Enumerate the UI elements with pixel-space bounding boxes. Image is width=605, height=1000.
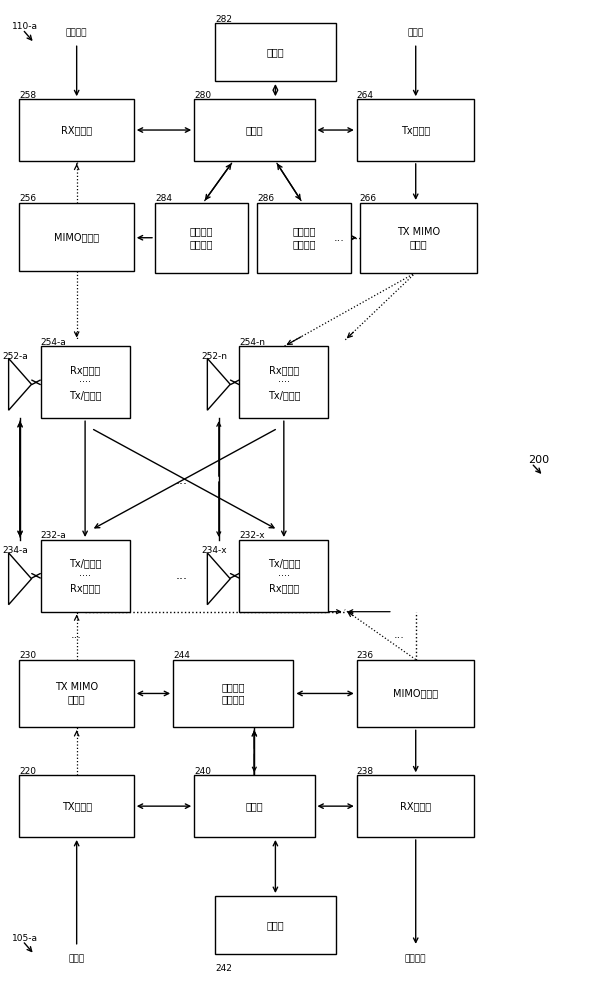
Text: 232-a: 232-a	[41, 531, 67, 540]
FancyBboxPatch shape	[19, 660, 134, 727]
Text: 存储器: 存储器	[267, 920, 284, 930]
Text: RX处理器: RX处理器	[400, 801, 431, 811]
FancyBboxPatch shape	[19, 203, 134, 271]
Text: ...: ...	[393, 630, 404, 640]
Text: ...: ...	[176, 569, 188, 582]
Text: 220: 220	[19, 767, 36, 776]
Text: ...: ...	[71, 630, 82, 640]
Text: 处理器: 处理器	[246, 801, 263, 811]
FancyBboxPatch shape	[194, 775, 315, 837]
Text: 230: 230	[19, 651, 36, 660]
Text: 110-a: 110-a	[12, 22, 38, 31]
Text: 数据源: 数据源	[408, 29, 424, 38]
Text: 功率余量
确定模块: 功率余量 确定模块	[221, 682, 245, 705]
Text: 242: 242	[215, 964, 232, 973]
FancyBboxPatch shape	[41, 346, 129, 418]
Text: 232-x: 232-x	[239, 531, 265, 540]
Text: 282: 282	[215, 15, 232, 24]
Text: 258: 258	[19, 91, 36, 100]
Text: 286: 286	[257, 194, 275, 203]
FancyBboxPatch shape	[239, 346, 329, 418]
Text: 数据源: 数据源	[68, 954, 85, 963]
Text: ...: ...	[334, 233, 345, 243]
FancyBboxPatch shape	[173, 660, 293, 727]
FancyBboxPatch shape	[41, 540, 129, 612]
FancyBboxPatch shape	[19, 775, 134, 837]
Text: 254-n: 254-n	[239, 338, 265, 347]
FancyBboxPatch shape	[357, 660, 474, 727]
FancyBboxPatch shape	[215, 23, 336, 81]
Text: 功率余量
报告模块: 功率余量 报告模块	[292, 227, 316, 249]
Text: 功率余量
计算模块: 功率余量 计算模块	[190, 227, 214, 249]
Text: 236: 236	[357, 651, 374, 660]
Text: TX MIMO
处理器: TX MIMO 处理器	[397, 227, 440, 249]
Text: 254-a: 254-a	[41, 338, 67, 347]
Text: 244: 244	[173, 651, 190, 660]
Text: 200: 200	[528, 455, 549, 465]
Text: 数据输出: 数据输出	[66, 29, 87, 38]
Text: Tx/调制器
····
Rx解调器: Tx/调制器 ···· Rx解调器	[69, 558, 102, 593]
FancyBboxPatch shape	[239, 540, 329, 612]
Text: Rx解调器
····
Tx/调制器: Rx解调器 ···· Tx/调制器	[69, 365, 102, 400]
FancyBboxPatch shape	[257, 203, 351, 273]
FancyBboxPatch shape	[215, 896, 336, 954]
Text: 数据输出: 数据输出	[405, 954, 427, 963]
Text: 存储器: 存储器	[267, 47, 284, 57]
Text: MIMO检测器: MIMO检测器	[54, 232, 99, 242]
Text: 105-a: 105-a	[12, 934, 38, 943]
Text: 238: 238	[357, 767, 374, 776]
Text: 266: 266	[360, 194, 377, 203]
Text: 256: 256	[19, 194, 36, 203]
Text: 252-a: 252-a	[2, 352, 28, 361]
FancyBboxPatch shape	[357, 99, 474, 161]
FancyBboxPatch shape	[360, 203, 477, 273]
Text: TX MIMO
处理器: TX MIMO 处理器	[55, 682, 98, 705]
Text: TX处理器: TX处理器	[62, 801, 92, 811]
Text: 234-a: 234-a	[2, 546, 28, 555]
Text: Tx/调制器
····
Rx解调器: Tx/调制器 ···· Rx解调器	[267, 558, 300, 593]
FancyBboxPatch shape	[155, 203, 248, 273]
Text: MIMO检测器: MIMO检测器	[393, 688, 438, 698]
Text: 处理器: 处理器	[246, 125, 263, 135]
Text: 284: 284	[155, 194, 172, 203]
Text: ...: ...	[176, 474, 188, 487]
FancyBboxPatch shape	[357, 775, 474, 837]
Text: Tx处理器: Tx处理器	[401, 125, 430, 135]
FancyBboxPatch shape	[194, 99, 315, 161]
Text: 252-n: 252-n	[201, 352, 227, 361]
Text: 264: 264	[357, 91, 374, 100]
Text: RX处理器: RX处理器	[61, 125, 92, 135]
Text: 280: 280	[194, 91, 211, 100]
Text: 234-x: 234-x	[201, 546, 227, 555]
Text: Rx解调器
····
Tx/调制器: Rx解调器 ···· Tx/调制器	[267, 365, 300, 400]
Text: 240: 240	[194, 767, 211, 776]
FancyBboxPatch shape	[19, 99, 134, 161]
